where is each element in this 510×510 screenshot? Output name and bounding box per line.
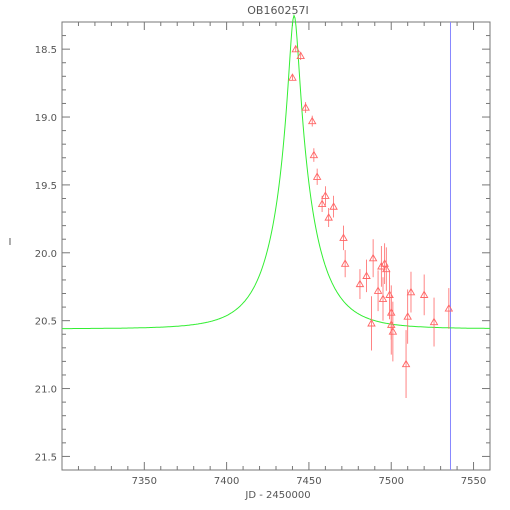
data-point <box>368 253 378 262</box>
data-point <box>321 191 330 199</box>
model-curve <box>62 13 490 330</box>
data-point <box>301 103 310 111</box>
y-tick-label: 20.5 <box>35 317 57 328</box>
data-point <box>382 264 391 273</box>
data-point <box>378 294 388 303</box>
data-point <box>362 271 371 279</box>
y-tick-label: 19.0 <box>35 113 57 124</box>
data-point <box>419 290 429 298</box>
data-point <box>406 287 416 296</box>
data-point <box>288 73 297 81</box>
data-point <box>339 233 348 241</box>
data-point <box>444 304 454 312</box>
x-tick-label: 7550 <box>461 476 486 487</box>
x-tick-label: 7450 <box>296 476 321 487</box>
axes: 7350 7400 7450 7500 7550 18.5 19.0 19.5 20.0 20.5… <box>35 21 491 487</box>
data-point <box>367 318 376 327</box>
data-point <box>340 259 350 267</box>
x-axis-label: JD - 2450000 <box>244 490 310 501</box>
model-curve-layer <box>62 13 490 330</box>
chart-title: OB160257I <box>247 4 308 17</box>
data-point <box>296 51 305 60</box>
data-point <box>429 317 439 326</box>
y-tick-label: 20.0 <box>35 249 57 260</box>
data-point <box>329 202 338 210</box>
data-point <box>309 150 319 159</box>
y-axis-label: I <box>9 237 12 248</box>
data-point <box>317 199 327 207</box>
y-tick-label: 21.0 <box>35 385 57 396</box>
plot-frame <box>61 21 491 471</box>
data-point <box>401 359 411 368</box>
y-tick-label: 21.5 <box>35 452 57 463</box>
data-point <box>291 44 301 53</box>
data-point <box>403 312 412 320</box>
data-point <box>388 327 398 335</box>
data-points-layer <box>288 44 454 399</box>
data-point <box>355 279 365 288</box>
data-point <box>324 213 333 221</box>
x-tick-label: 7500 <box>379 476 404 487</box>
y-tick-label: 18.5 <box>35 45 57 56</box>
data-point <box>307 116 317 125</box>
data-point <box>312 172 322 180</box>
y-tick-label: 19.5 <box>35 181 57 192</box>
x-tick-label: 7400 <box>214 476 239 487</box>
x-tick-label: 7350 <box>132 476 157 487</box>
data-point <box>373 286 383 294</box>
